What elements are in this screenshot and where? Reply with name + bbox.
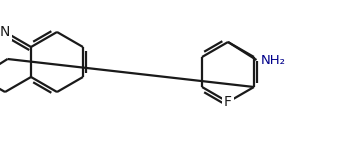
Text: NH₂: NH₂ [261, 54, 286, 67]
Text: F: F [224, 95, 232, 109]
Text: N: N [0, 25, 10, 39]
Text: O: O [0, 26, 8, 40]
